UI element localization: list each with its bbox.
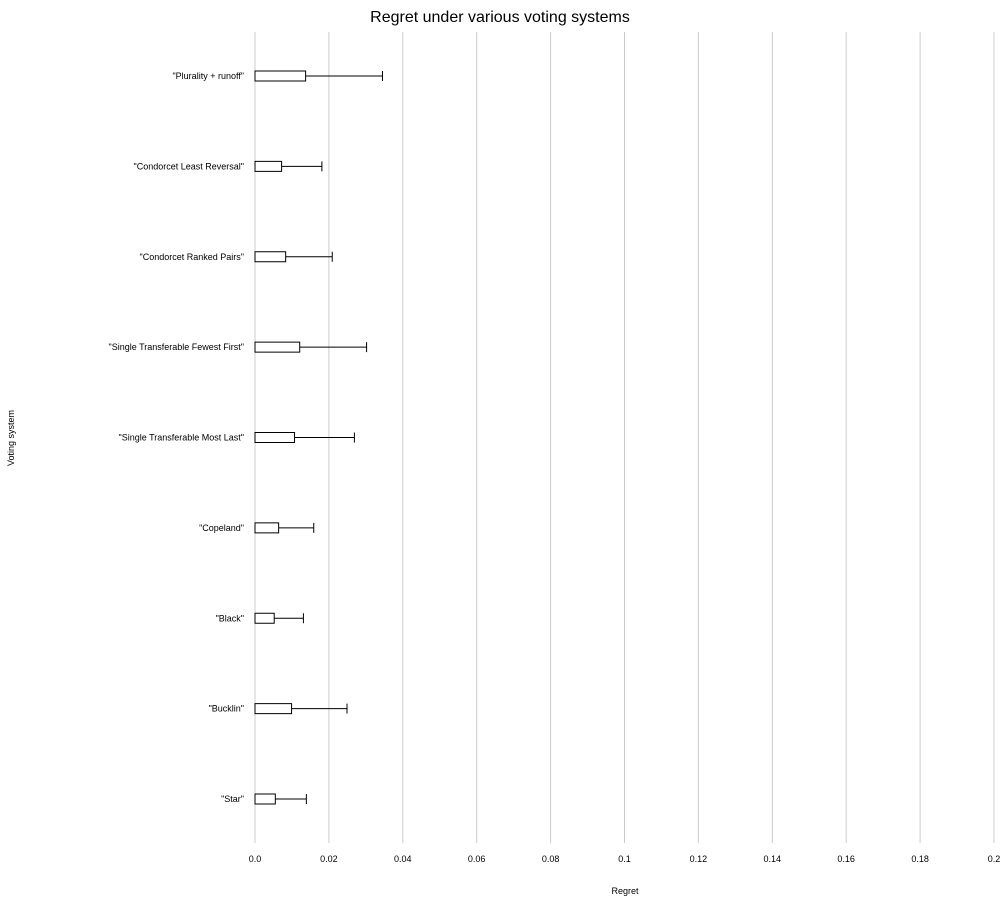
bar [254,612,275,624]
category-label: "Copeland" [199,523,244,533]
category-label: "Plurality + runoff" [172,71,244,81]
x-tick-label: 0.02 [320,854,338,864]
bar [254,160,283,172]
x-tick-label: 0.04 [394,854,412,864]
bar [254,251,287,263]
category-label: "Black" [216,613,244,623]
bar [254,703,293,715]
category-label: "Bucklin" [209,704,244,714]
x-tick-label: 0.08 [542,854,560,864]
bar [254,522,280,534]
x-axis-title: Regret [611,886,639,896]
error-bars [274,71,383,804]
x-tick-label: 0.12 [690,854,708,864]
bar [254,432,296,443]
category-label: "Single Transferable Fewest First" [109,342,244,352]
category-label: "Single Transferable Most Last" [119,433,244,443]
x-tick-label: 0.1 [618,854,631,864]
x-tick-label: 0.18 [911,854,929,864]
bar [254,70,307,82]
category-label: "Star" [221,794,244,804]
grid-lines [254,32,995,843]
category-label: "Condorcet Least Reversal" [134,161,244,171]
chart-title: Regret under various voting systems [370,9,630,26]
x-tick-label: 0.0 [249,854,262,864]
bar [254,341,301,353]
bar [254,793,276,805]
x-tick-label: 0.16 [837,854,855,864]
x-tick-label: 0.06 [468,854,486,864]
x-tick-label: 0.14 [764,854,782,864]
y-axis-title: Voting system [6,410,16,466]
category-labels: "Plurality + runoff" "Condorcet Least Rev… [109,71,244,804]
x-tick-labels: 0.0 0.02 0.04 0.06 0.08 0.1 0.12 0.14 0.16 0.18 0.… [249,854,1000,864]
x-tick-label: 0.2 [988,854,1000,864]
category-label: "Condorcet Ranked Pairs" [140,252,244,262]
